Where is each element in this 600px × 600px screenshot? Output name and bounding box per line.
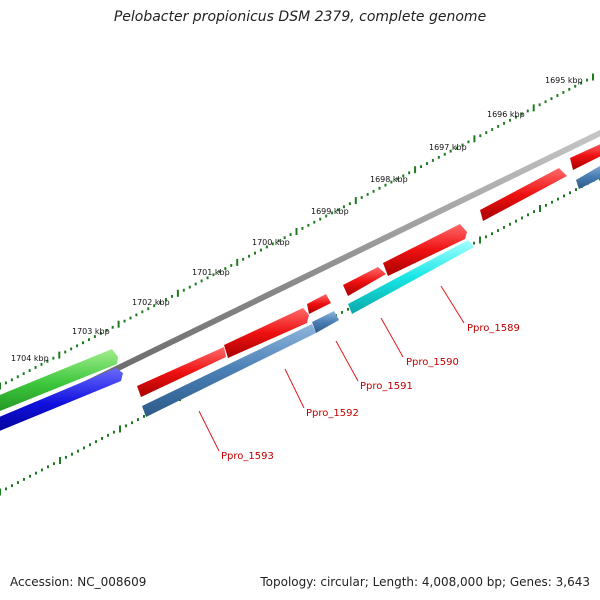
forward-gene (383, 224, 467, 276)
scale-label-1701: 1701 kbp (192, 268, 230, 277)
genome-summary: Topology: circular; Length: 4,008,000 bp… (260, 575, 590, 589)
gene-label-ppro-1592: Ppro_1592 (306, 408, 359, 419)
gene-label-ppro-1591: Ppro_1591 (360, 381, 413, 392)
reverse-gene (576, 165, 600, 189)
reverse-genes (142, 165, 600, 417)
scale-label-1699: 1699 kbp (311, 207, 349, 216)
gene-labels: Ppro_1589 Ppro_1590 Ppro_1591 Ppro_1592 … (221, 323, 520, 462)
scale-label-1700: 1700 kbp (252, 238, 290, 247)
forward-gene (307, 294, 331, 314)
genome-backbone (0, 129, 600, 429)
forward-gene (137, 347, 226, 397)
outer-scale-ticks (0, 73, 594, 390)
scale-label-1695: 1695 kbp (545, 76, 583, 85)
leader-line (380, 317, 404, 358)
forward-gene (343, 267, 386, 296)
forward-genes (137, 144, 600, 397)
reverse-gene (312, 311, 339, 333)
forward-gene (570, 144, 600, 170)
label-leaders (198, 285, 465, 452)
gene-label-ppro-1590: Ppro_1590 (406, 357, 459, 368)
map-title: Pelobacter propionicus DSM 2379, complet… (113, 9, 487, 25)
scale-label-1704: 1704 kbp (11, 354, 49, 363)
accession: Accession: NC_008609 (10, 575, 147, 589)
scale-labels: 1695 kbp 1696 kbp 1697 kbp 1698 kbp 1699… (11, 76, 583, 363)
blue-feature (0, 368, 123, 431)
scale-label-1703: 1703 kbp (72, 327, 110, 336)
leader-line (284, 368, 305, 409)
scale-label-1698: 1698 kbp (370, 175, 408, 184)
green-feature (0, 349, 118, 411)
forward-gene (224, 308, 309, 358)
scale-label-1696: 1696 kbp (487, 110, 525, 119)
forward-gene (480, 168, 567, 221)
reverse-gene (142, 324, 316, 417)
gene-label-ppro-1593: Ppro_1593 (221, 451, 274, 462)
leader-line (198, 410, 220, 452)
scale-label-1702: 1702 kbp (132, 298, 170, 307)
scale-label-1697: 1697 kbp (429, 143, 467, 152)
leader-line (335, 340, 359, 382)
gene-label-ppro-1589: Ppro_1589 (467, 323, 520, 334)
leader-line (440, 285, 465, 324)
highlight-gene (348, 240, 474, 314)
